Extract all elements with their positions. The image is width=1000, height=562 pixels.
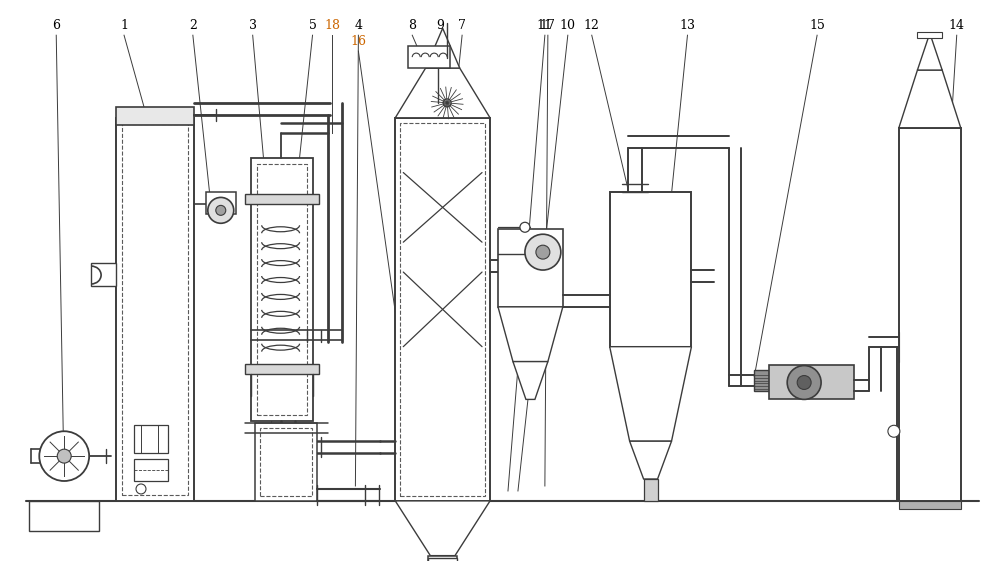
Circle shape — [216, 205, 226, 215]
Circle shape — [787, 365, 821, 400]
Text: 7: 7 — [458, 19, 466, 32]
Bar — [769, 365, 854, 400]
Bar — [260, 428, 312, 496]
Bar — [610, 192, 691, 347]
Text: 10: 10 — [560, 19, 576, 32]
Bar — [428, 556, 457, 562]
Bar — [116, 118, 194, 501]
Text: 13: 13 — [679, 19, 695, 32]
Text: 14: 14 — [949, 19, 965, 32]
Text: 17: 17 — [540, 19, 556, 32]
Bar — [134, 459, 168, 481]
Bar — [400, 123, 485, 496]
Text: 6: 6 — [52, 19, 60, 32]
Bar — [395, 118, 490, 501]
Bar — [754, 370, 769, 392]
Circle shape — [536, 245, 550, 259]
Text: 15: 15 — [809, 19, 825, 32]
Bar — [134, 425, 168, 453]
Text: 4: 4 — [354, 19, 362, 32]
Circle shape — [525, 234, 561, 270]
Bar — [206, 192, 236, 214]
Text: 3: 3 — [249, 19, 257, 32]
Polygon shape — [610, 347, 691, 441]
Circle shape — [136, 484, 146, 494]
Bar — [408, 46, 450, 68]
Bar — [91, 263, 116, 286]
Text: 5: 5 — [309, 19, 316, 32]
Bar — [255, 423, 317, 501]
Bar — [917, 32, 942, 38]
Bar — [251, 157, 313, 422]
Bar — [29, 501, 99, 531]
Text: 18: 18 — [324, 19, 340, 32]
Circle shape — [208, 197, 234, 223]
Circle shape — [520, 223, 530, 232]
Bar — [644, 479, 658, 501]
Text: 1: 1 — [120, 19, 128, 32]
Bar — [428, 558, 457, 562]
Polygon shape — [426, 28, 460, 68]
Bar — [257, 164, 307, 415]
Text: 11: 11 — [537, 19, 553, 32]
Circle shape — [57, 449, 71, 463]
Bar — [498, 229, 563, 307]
Polygon shape — [395, 68, 490, 118]
Circle shape — [797, 375, 811, 389]
Polygon shape — [498, 307, 563, 361]
Bar — [899, 501, 961, 509]
Bar — [245, 364, 319, 374]
Circle shape — [39, 431, 89, 481]
Text: 12: 12 — [584, 19, 600, 32]
Text: 8: 8 — [408, 19, 416, 32]
Polygon shape — [513, 361, 548, 400]
Text: 9: 9 — [436, 19, 444, 32]
Circle shape — [443, 99, 451, 107]
Bar — [245, 194, 319, 205]
Polygon shape — [630, 441, 672, 479]
Text: 16: 16 — [350, 35, 366, 48]
Polygon shape — [917, 33, 942, 70]
Circle shape — [888, 425, 900, 437]
Bar — [899, 128, 961, 501]
Bar — [122, 124, 188, 495]
Polygon shape — [395, 501, 490, 556]
Polygon shape — [899, 70, 961, 128]
Bar — [116, 107, 194, 125]
Text: 2: 2 — [189, 19, 197, 32]
